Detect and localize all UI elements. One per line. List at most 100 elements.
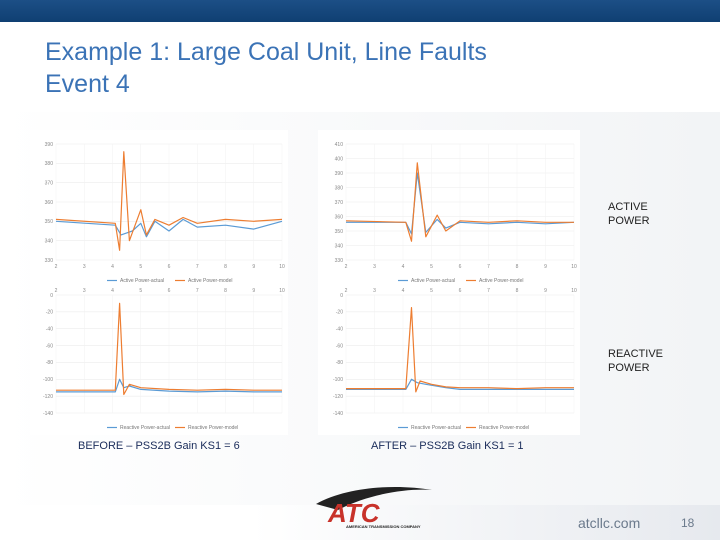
- y-tick-label: 370: [45, 180, 54, 186]
- chart-reactive-before: 0 -20 -40 -60 -80 -100 -120 -140 2 3 4 5 6 7 8 9 10 React…: [30, 285, 288, 435]
- x-tick-label: 5: [430, 264, 433, 270]
- series-line-model: [345, 162, 574, 242]
- active-power-label-line2: POWER: [608, 215, 650, 227]
- x-tick-label: 9: [252, 288, 255, 294]
- x-tick-label: 4: [402, 264, 405, 270]
- x-tick-label: 10: [279, 264, 285, 270]
- x-tick-label: 3: [83, 288, 86, 294]
- chart-reactive-after: 0 -20 -40 -60 -80 -100 -120 -140 2 3 4 5 6 7 8 9 10 React…: [318, 285, 580, 435]
- x-tick-label: 7: [487, 288, 490, 294]
- x-tick-label: 8: [224, 288, 227, 294]
- x-tick-label: 4: [111, 288, 114, 294]
- logo-letters: ATC: [327, 498, 381, 528]
- y-tick-label: -20: [336, 310, 343, 316]
- y-tick-label: -120: [333, 394, 343, 400]
- series-line-actual: [346, 378, 574, 391]
- legend-entry: Reactive Power-model: [188, 425, 238, 431]
- legend-entry: Reactive Power-actual: [411, 425, 461, 431]
- x-tick-label: 2: [55, 264, 58, 270]
- y-tick-label: 340: [45, 238, 54, 244]
- y-tick-label: -80: [336, 360, 343, 366]
- x-tick-label: 10: [279, 288, 285, 294]
- slide-title: Example 1: Large Coal Unit, Line Faults …: [45, 36, 685, 100]
- x-tick-label: 5: [139, 288, 142, 294]
- y-tick-label: -100: [333, 377, 343, 383]
- reactive-power-label-line1: REACTIVE: [608, 348, 664, 360]
- x-tick-label: 9: [544, 264, 547, 270]
- y-tick-label: 330: [335, 258, 344, 264]
- legend-entry: Reactive Power-model: [479, 425, 529, 431]
- x-tick-label: 2: [345, 288, 348, 294]
- x-tick-label: 8: [516, 288, 519, 294]
- x-tick-label: 3: [373, 288, 376, 294]
- legend-entry: Reactive Power-actual: [120, 425, 170, 431]
- x-tick-label: 7: [487, 264, 490, 270]
- y-tick-label: -80: [46, 360, 53, 366]
- legend-entry: Active Power-model: [479, 278, 523, 284]
- x-tick-label: 3: [373, 264, 376, 270]
- y-tick-label: -20: [46, 310, 53, 316]
- caption-before: BEFORE – PSS2B Gain KS1 = 6: [78, 440, 240, 452]
- x-tick-label: 2: [55, 288, 58, 294]
- y-tick-label: 380: [335, 185, 344, 191]
- atc-logo: ATC AMERICAN TRANSMISSION COMPANY: [316, 486, 432, 529]
- y-tick-label: 330: [45, 258, 54, 264]
- x-tick-label: 2: [345, 264, 348, 270]
- y-tick-label: -140: [43, 411, 53, 417]
- reactive-power-label: REACTIVE POWER: [608, 347, 663, 375]
- active-power-label-line1: ACTIVE: [608, 201, 648, 213]
- chart-reactive-before-svg: 0 -20 -40 -60 -80 -100 -120 -140 2 3 4 5 6 7 8 9 10 React…: [43, 288, 285, 431]
- x-tick-label: 8: [224, 264, 227, 270]
- y-tick-label: -60: [46, 343, 53, 349]
- legend-entry: Active Power-model: [188, 278, 232, 284]
- page-number: 18: [681, 516, 695, 530]
- footer-bar: [0, 505, 720, 540]
- series-line-actual: [55, 218, 283, 238]
- series-line-model: [56, 302, 282, 396]
- y-tick-label: -40: [46, 327, 53, 333]
- y-tick-label: 350: [45, 219, 54, 225]
- logo-swoosh: [316, 486, 432, 510]
- y-tick-label: -120: [43, 394, 53, 400]
- chart-reactive-after-svg: 0 -20 -40 -60 -80 -100 -120 -140 2 3 4 5 6 7 8 9 10 React…: [333, 288, 577, 431]
- x-tick-label: 4: [111, 264, 114, 270]
- y-tick-label: 390: [335, 171, 344, 177]
- chart-active-after: 410 400 390 380 370 360 350 340 330 2 3 4 5 6 7 8 9 10 Act…: [318, 130, 580, 288]
- x-tick-label: 6: [459, 288, 462, 294]
- y-tick-label: 360: [45, 200, 54, 206]
- y-tick-label: 0: [340, 293, 343, 299]
- caption-after: AFTER – PSS2B Gain KS1 = 1: [371, 440, 524, 452]
- active-power-label: ACTIVE POWER: [608, 200, 650, 228]
- website-link[interactable]: atcllc.com: [578, 515, 641, 531]
- y-tick-label: 350: [335, 229, 344, 235]
- x-tick-label: 8: [516, 264, 519, 270]
- y-tick-label: -40: [336, 327, 343, 333]
- chart-active-before: 390 380 370 360 350 340 330 2 3 4 5 6 7 8 9 10 Active Po…: [30, 130, 288, 288]
- y-tick-label: 360: [335, 214, 344, 220]
- x-tick-label: 5: [430, 288, 433, 294]
- series-line-model: [55, 151, 283, 251]
- reactive-power-label-line2: POWER: [608, 362, 650, 374]
- x-tick-label: 10: [571, 264, 577, 270]
- title-line-1: Example 1: Large Coal Unit, Line Faults: [45, 38, 487, 66]
- x-tick-label: 6: [459, 264, 462, 270]
- y-tick-label: 380: [45, 161, 54, 167]
- y-tick-label: 0: [50, 293, 53, 299]
- x-tick-label: 7: [196, 264, 199, 270]
- x-tick-label: 3: [83, 264, 86, 270]
- y-tick-label: 370: [335, 200, 344, 206]
- y-tick-label: 340: [335, 243, 344, 249]
- x-tick-label: 6: [168, 264, 171, 270]
- x-tick-label: 9: [544, 288, 547, 294]
- x-tick-label: 10: [571, 288, 577, 294]
- x-tick-label: 5: [139, 264, 142, 270]
- x-tick-label: 6: [168, 288, 171, 294]
- top-banner: [0, 0, 720, 22]
- legend-entry: Active Power-actual: [120, 278, 164, 284]
- title-line-2: Event 4: [45, 70, 130, 98]
- y-tick-label: -60: [336, 343, 343, 349]
- legend-entry: Active Power-actual: [411, 278, 455, 284]
- y-tick-label: -100: [43, 377, 53, 383]
